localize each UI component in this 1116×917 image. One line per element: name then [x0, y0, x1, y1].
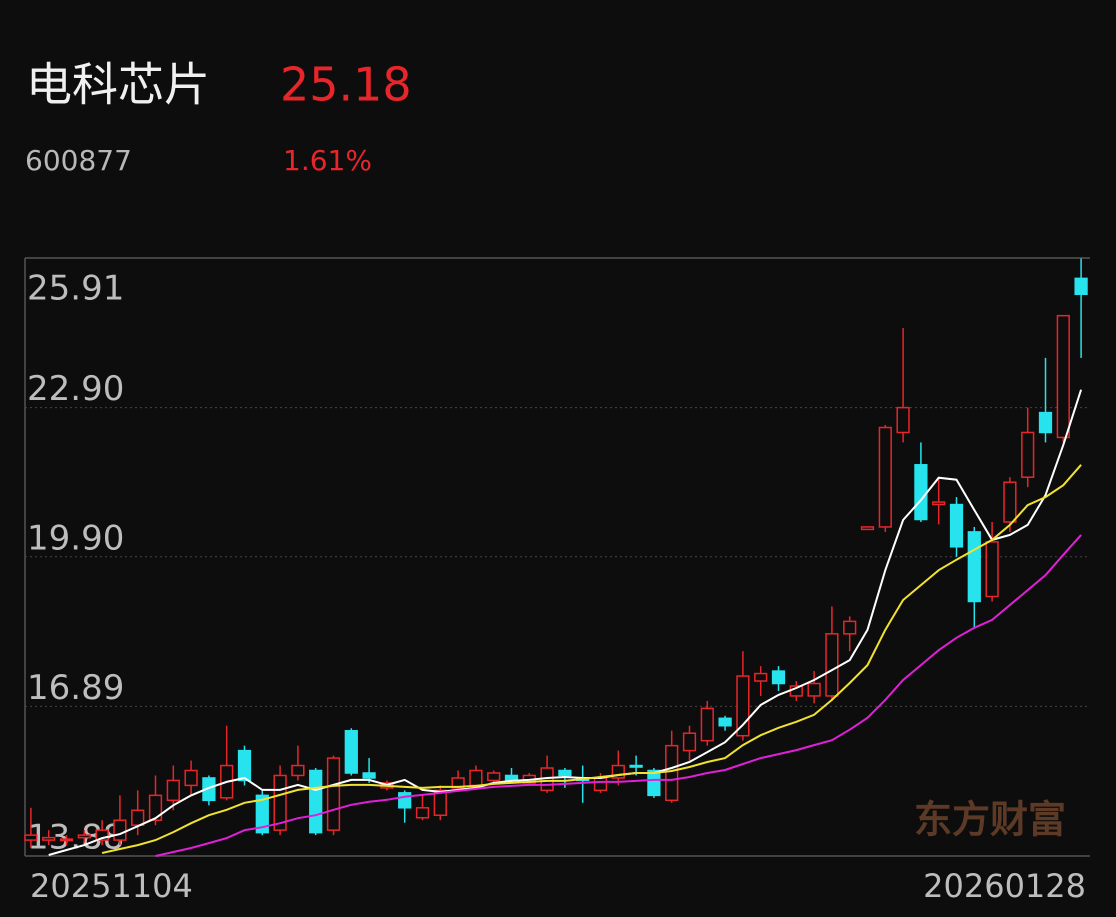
- moving-average-line: [101, 464, 1082, 854]
- candle-body: [398, 792, 412, 809]
- candle-body: [131, 809, 145, 826]
- candle-body: [1021, 431, 1035, 478]
- candle-body: [326, 757, 341, 831]
- candle-body: [415, 807, 430, 819]
- candle-body: [95, 829, 109, 841]
- candle-body: [24, 834, 38, 841]
- y-tick-label: 22.90: [27, 369, 124, 409]
- candle-body: [682, 732, 697, 752]
- candle-body: [309, 769, 323, 834]
- candle-body: [255, 794, 269, 834]
- y-tick-label: 19.90: [27, 518, 124, 558]
- candle-body: [113, 819, 127, 841]
- candle-body: [700, 707, 714, 742]
- stock-change: 1.61%: [283, 144, 372, 177]
- candle-body: [558, 769, 572, 777]
- candle-body: [807, 682, 821, 697]
- candle-body: [985, 541, 999, 598]
- candle-body: [843, 620, 857, 635]
- candle-body: [878, 426, 892, 528]
- candle-body: [949, 503, 964, 548]
- candle-body: [237, 749, 252, 782]
- candle-body: [291, 764, 305, 777]
- y-tick-label: 16.89: [27, 668, 124, 708]
- candle-body: [932, 501, 946, 506]
- candle-body: [184, 769, 198, 787]
- candle-body: [273, 774, 287, 831]
- candle-body: [487, 772, 501, 782]
- moving-average-line: [155, 534, 1082, 857]
- stock-code: 600877: [25, 144, 132, 177]
- stock-name: 电科芯片: [26, 58, 210, 112]
- candle-body: [148, 794, 163, 821]
- candle-body: [736, 675, 750, 737]
- candle-body: [593, 777, 608, 792]
- candle-body: [344, 729, 358, 774]
- moving-average-line: [48, 389, 1083, 856]
- candle-body: [967, 531, 981, 603]
- candle-body: [362, 772, 376, 779]
- x-tick-label: 20251104: [30, 867, 193, 905]
- candle-body: [647, 769, 661, 797]
- watermark: 东方财富: [914, 798, 1066, 842]
- candle-body: [771, 670, 786, 685]
- candle-body: [825, 633, 839, 697]
- candle-body: [896, 406, 910, 434]
- candle-body: [59, 838, 74, 842]
- candle-body: [629, 764, 643, 768]
- candle-body: [914, 464, 928, 521]
- candle-body: [611, 764, 625, 779]
- candle-body: [77, 834, 91, 839]
- x-tick-label: 20260128: [923, 867, 1086, 905]
- candle-body: [433, 789, 447, 816]
- candle-body: [42, 836, 56, 841]
- candle-body: [1038, 411, 1053, 434]
- candle-body: [1074, 277, 1088, 296]
- candle-body: [754, 672, 768, 682]
- candle-body: [1003, 481, 1017, 523]
- candle-body: [469, 769, 483, 787]
- candle-body: [860, 526, 875, 531]
- candle-body: [718, 717, 732, 727]
- candle-body: [166, 779, 180, 802]
- stock-price: 25.18: [280, 58, 412, 112]
- candle-body: [665, 744, 679, 802]
- candle-body: [1056, 314, 1070, 439]
- candle-body: [202, 777, 216, 802]
- y-tick-label: 25.91: [27, 269, 124, 309]
